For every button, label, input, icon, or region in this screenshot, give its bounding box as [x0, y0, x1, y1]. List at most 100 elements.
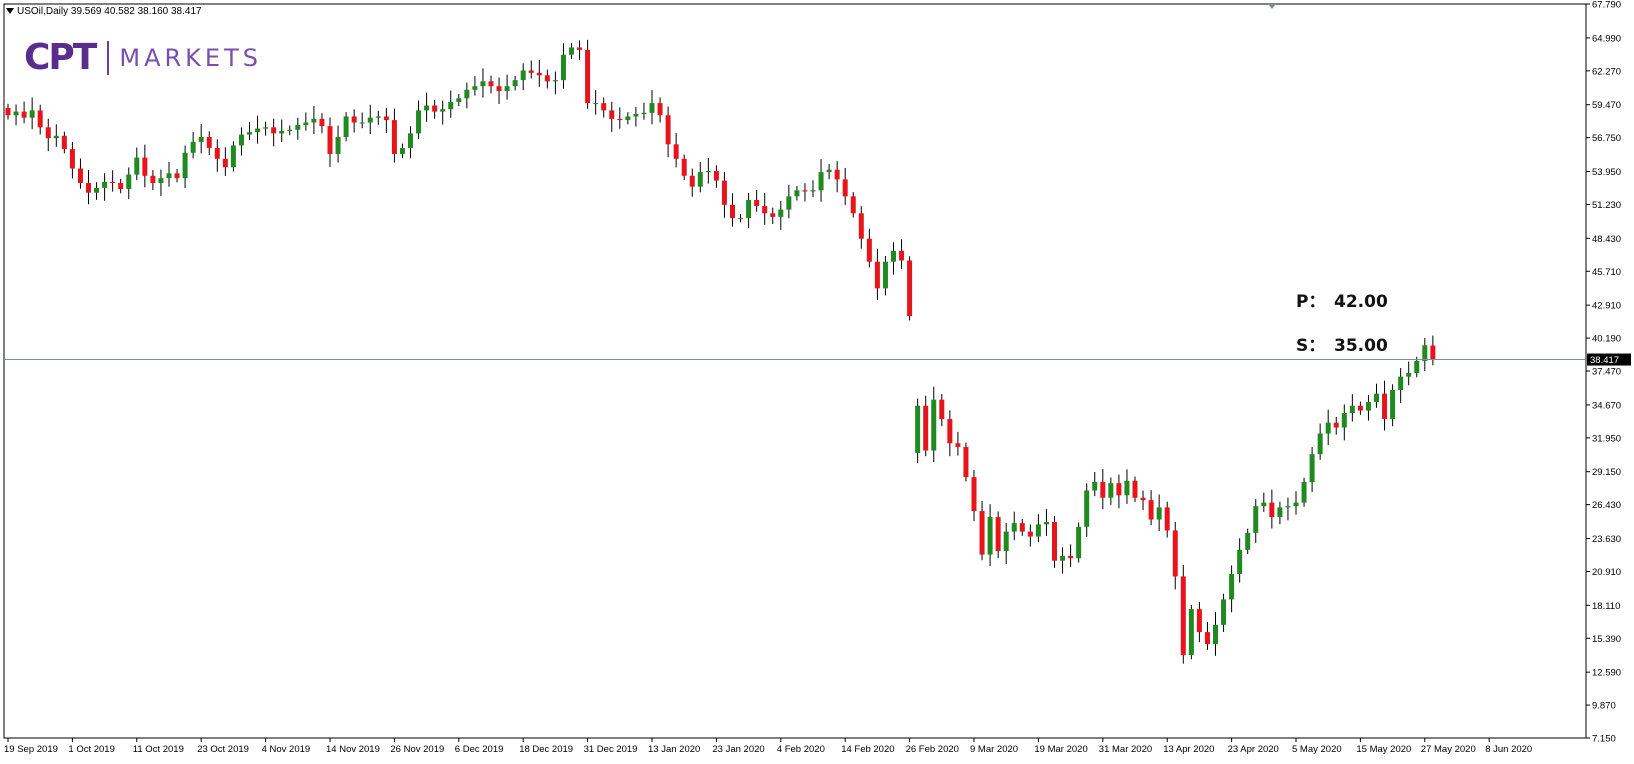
- candle-body-up: [311, 118, 317, 123]
- candle: [29, 97, 35, 130]
- candle-body-up: [625, 116, 631, 121]
- candle: [126, 167, 132, 200]
- candle: [1116, 474, 1122, 509]
- candle-body-up: [1406, 373, 1412, 377]
- candle: [520, 63, 526, 91]
- candle: [69, 141, 75, 179]
- candle-body-down: [1382, 393, 1388, 420]
- candle-body-up: [738, 218, 744, 220]
- candle-body-up: [102, 181, 108, 188]
- candle: [1301, 477, 1307, 507]
- y-tick-label: 42.910: [1592, 301, 1621, 312]
- candle-body-down: [585, 49, 591, 104]
- candle: [1277, 501, 1283, 525]
- candle: [1317, 423, 1323, 460]
- candle-body-down: [1132, 480, 1138, 498]
- candle-body-down: [907, 260, 913, 317]
- candle: [206, 131, 212, 156]
- candle: [1325, 409, 1331, 446]
- candle-body-down: [271, 127, 277, 134]
- candle: [1382, 380, 1388, 431]
- candle: [134, 147, 140, 181]
- candle: [448, 90, 454, 118]
- candle: [577, 40, 583, 60]
- candle: [1172, 521, 1178, 590]
- candle: [86, 170, 91, 205]
- candle-body-up: [464, 89, 470, 99]
- x-tick-label: 14 Feb 2020: [841, 744, 894, 755]
- candle-body-down: [61, 135, 67, 150]
- candle-body-down: [866, 238, 872, 262]
- candle: [327, 117, 333, 167]
- pressure-value: 42.00: [1334, 292, 1388, 312]
- candle: [496, 77, 502, 104]
- candle: [939, 393, 945, 427]
- candle-body-up: [891, 250, 896, 262]
- candle: [1309, 447, 1315, 493]
- candle: [649, 90, 655, 125]
- candle: [689, 168, 695, 197]
- candle-body-up: [641, 112, 647, 115]
- candle-body-up: [1011, 523, 1017, 532]
- support-level: S： 35.00: [1296, 331, 1388, 356]
- candle: [1357, 401, 1363, 415]
- candle-body-up: [1398, 376, 1404, 391]
- candle-body-up: [480, 81, 486, 87]
- candle-body-down: [770, 213, 776, 217]
- candle-body-up: [746, 199, 752, 219]
- y-tick-label: 20.910: [1592, 567, 1621, 578]
- candle: [13, 104, 19, 126]
- candle-body-down: [1116, 483, 1122, 496]
- candle-body-up: [705, 170, 711, 173]
- y-tick-label: 23.630: [1592, 534, 1621, 545]
- candle: [504, 74, 510, 100]
- candle-body-down: [762, 206, 768, 214]
- candle-body-down: [496, 86, 502, 92]
- candle: [641, 102, 647, 120]
- candle-body-up: [512, 80, 518, 87]
- candle: [891, 242, 896, 275]
- candle-body-up: [448, 101, 454, 110]
- support-value: 35.00: [1334, 336, 1388, 356]
- candle-body-down: [142, 157, 148, 176]
- candle-body-down: [432, 105, 438, 112]
- candle-body-up: [560, 54, 566, 81]
- candle-body-up: [697, 172, 703, 187]
- candle-body-down: [118, 183, 124, 190]
- candle-body-down: [713, 170, 719, 181]
- chart-shift-marker-icon[interactable]: [1268, 4, 1276, 9]
- candle: [488, 75, 494, 94]
- candle: [1253, 499, 1259, 543]
- candle: [1188, 604, 1194, 660]
- dropdown-triangle-icon[interactable]: [6, 8, 14, 15]
- candle-body-down: [1140, 497, 1146, 501]
- candle-body-up: [1277, 507, 1283, 518]
- logo-mark: CPT: [24, 37, 97, 78]
- candle: [1221, 593, 1227, 632]
- candle-body-up: [134, 157, 140, 175]
- candle: [102, 173, 108, 201]
- x-tick-label: 8 Jun 2020: [1485, 744, 1532, 755]
- candle-body-up: [190, 141, 196, 153]
- candle-body-down: [536, 72, 542, 76]
- candle: [1100, 469, 1106, 510]
- y-tick-label: 59.470: [1592, 100, 1621, 111]
- candle: [335, 125, 341, 163]
- candle-body-down: [327, 126, 333, 154]
- candle: [971, 470, 977, 522]
- candle: [1414, 356, 1420, 378]
- candle-body-up: [987, 517, 993, 555]
- candle-body-up: [399, 147, 405, 154]
- x-tick-label: 13 Apr 2020: [1163, 744, 1214, 755]
- y-tick-label: 51.230: [1592, 200, 1621, 211]
- candle: [343, 112, 349, 142]
- candle-body-down: [1068, 555, 1074, 559]
- candle: [303, 112, 309, 131]
- candle-body-up: [255, 128, 261, 133]
- x-tick-label: 23 Oct 2019: [197, 744, 249, 755]
- candle-body-up: [1003, 531, 1009, 551]
- candle: [528, 60, 534, 79]
- y-tick-label: 45.710: [1592, 267, 1621, 278]
- candle-body-up: [263, 127, 269, 129]
